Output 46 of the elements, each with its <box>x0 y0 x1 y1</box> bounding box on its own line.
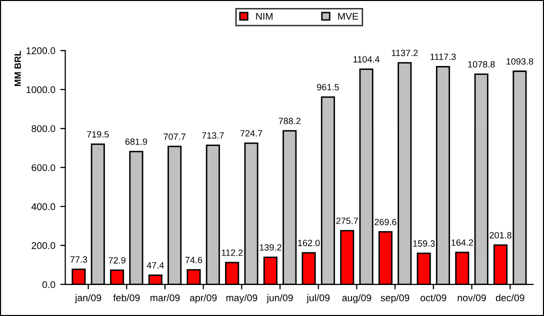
y-tick-label: 0.0 <box>42 281 56 288</box>
data-label: 47.4 <box>146 262 164 268</box>
legend-label: NIM <box>256 12 272 20</box>
y-tick-label: 600.0 <box>32 164 56 172</box>
data-label: 724.7 <box>240 130 262 136</box>
data-label: 162.0 <box>298 240 320 246</box>
data-label: 164.2 <box>452 239 474 246</box>
x-tick-label: feb/09 <box>113 294 140 302</box>
y-tick-label: 400.0 <box>31 203 56 210</box>
x-tick-label: sep/09 <box>380 294 410 304</box>
y-tick-label: 1000.0 <box>26 86 56 94</box>
data-label: 1104.4 <box>354 56 380 63</box>
y-tick-label: 1200.0 <box>26 47 56 54</box>
y-tick-label: 800.0 <box>32 125 56 132</box>
data-label: 139.2 <box>260 244 282 251</box>
data-label: 201.8 <box>490 232 512 238</box>
y-tick-label: 200.0 <box>32 242 56 250</box>
data-label: 159.3 <box>413 240 435 247</box>
data-label: 77.3 <box>70 256 88 263</box>
data-label: 74.6 <box>185 256 202 264</box>
data-label: 269.6 <box>374 218 396 226</box>
x-tick-label: dec/09 <box>496 294 524 302</box>
x-tick-label: jul/09 <box>306 294 330 304</box>
y-axis-title: MM BRL <box>14 50 21 86</box>
data-label: 72.9 <box>108 257 126 264</box>
x-tick-label: jan/09 <box>74 294 102 304</box>
data-label: 961.5 <box>317 84 339 90</box>
data-label: 275.7 <box>336 218 358 224</box>
data-label: 707.7 <box>164 133 186 140</box>
data-label: 112.2 <box>222 249 243 256</box>
data-label: 788.2 <box>278 118 300 124</box>
data-label: 719.5 <box>87 131 109 138</box>
data-label: 1117.3 <box>430 54 456 60</box>
legend-label: MVE <box>338 12 358 20</box>
x-tick-label: mar/09 <box>150 294 180 302</box>
x-tick-label: oct/09 <box>420 294 446 302</box>
data-label: 681.9 <box>125 138 148 145</box>
data-label: 1078.8 <box>468 61 495 68</box>
x-tick-label: apr/09 <box>190 294 217 304</box>
x-tick-label: may/09 <box>226 294 258 304</box>
data-label: 1093.8 <box>506 58 534 65</box>
data-label: 713.7 <box>202 132 224 139</box>
x-tick-label: nov/09 <box>458 294 486 302</box>
x-tick-label: aug/09 <box>342 294 372 304</box>
x-tick-label: jun/09 <box>266 294 293 304</box>
data-label: 1137.2 <box>392 50 418 56</box>
